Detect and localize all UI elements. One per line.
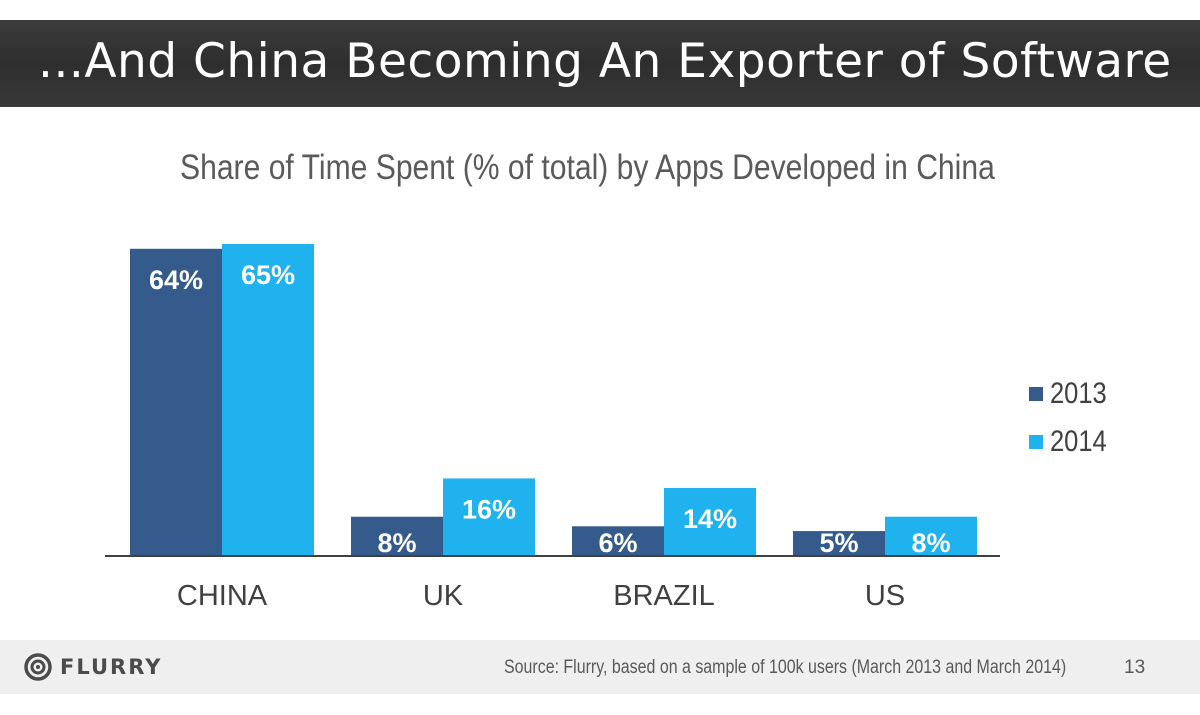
bar-china-2013 bbox=[130, 248, 222, 556]
chart-title: Share of Time Spent (% of total) by Apps… bbox=[180, 148, 995, 187]
legend-label-2013: 2013 bbox=[1050, 377, 1107, 410]
slide-title: ...And China Becoming An Exporter of Sof… bbox=[38, 34, 1172, 89]
data-label-china-2014: 65% bbox=[241, 260, 295, 290]
data-label-brazil-2014: 14% bbox=[683, 504, 737, 534]
x-tick-label-china: CHINA bbox=[177, 580, 268, 612]
data-label-china-2013: 64% bbox=[149, 265, 203, 295]
footer-bar: FLURRY Source: Flurry, based on a sample… bbox=[0, 640, 1200, 694]
bar-uk-2013 bbox=[351, 516, 443, 555]
bar-us-2013 bbox=[793, 531, 885, 555]
legend-item-2014: 2014 bbox=[1029, 418, 1117, 466]
bar-us-2014 bbox=[885, 516, 977, 555]
data-label-us-2014: 8% bbox=[911, 528, 950, 558]
legend-label-2014: 2014 bbox=[1050, 425, 1107, 458]
x-tick-label-uk: UK bbox=[423, 580, 464, 612]
flurry-logo-text: FLURRY bbox=[60, 655, 163, 679]
flurry-logo-icon bbox=[24, 653, 52, 681]
data-label-us-2013: 5% bbox=[819, 528, 858, 558]
bar-brazil-2013 bbox=[572, 526, 664, 555]
x-tick-label-us: US bbox=[865, 580, 905, 612]
bar-china-2014 bbox=[222, 244, 314, 555]
flurry-logo: FLURRY bbox=[24, 653, 162, 681]
legend-swatch-2014 bbox=[1029, 435, 1043, 449]
data-label-uk-2013: 8% bbox=[377, 528, 416, 558]
x-tick-label-brazil: BRAZIL bbox=[613, 580, 715, 612]
bar-brazil-2014 bbox=[664, 488, 756, 555]
bar-uk-2014 bbox=[443, 478, 535, 555]
title-banner: ...And China Becoming An Exporter of Sof… bbox=[0, 20, 1200, 107]
legend-swatch-2013 bbox=[1029, 387, 1043, 401]
chart-legend: 2013 2014 bbox=[1029, 370, 1117, 466]
page-number: 13 bbox=[1124, 657, 1146, 678]
data-label-brazil-2013: 6% bbox=[598, 528, 637, 558]
source-note: Source: Flurry, based on a sample of 100… bbox=[504, 657, 1067, 678]
data-label-uk-2014: 16% bbox=[462, 494, 516, 524]
legend-item-2013: 2013 bbox=[1029, 370, 1117, 418]
